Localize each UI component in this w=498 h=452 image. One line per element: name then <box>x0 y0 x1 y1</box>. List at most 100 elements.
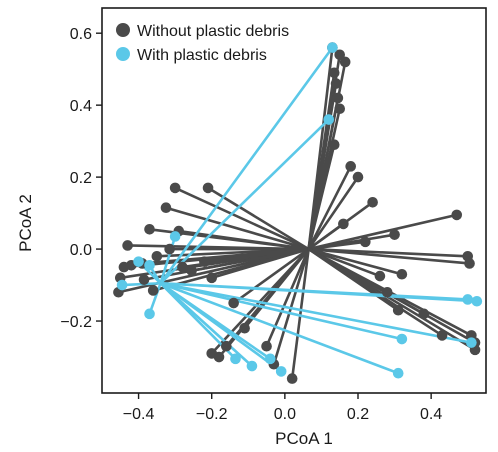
y-tick-label: 0.2 <box>70 170 92 187</box>
series-0-point <box>144 223 155 235</box>
series-0-point <box>339 56 351 68</box>
series-0-point <box>328 139 340 151</box>
series-0-point <box>261 340 272 352</box>
series-1-point <box>230 353 241 365</box>
plot-frame <box>101 7 487 394</box>
series-0-point <box>186 265 197 276</box>
legend: Without plastic debris With plastic debr… <box>116 23 289 64</box>
series-0-edge <box>232 247 310 305</box>
series-0-point <box>396 268 408 280</box>
legend-label-with: With plastic debris <box>137 47 267 64</box>
series-0-point <box>367 196 378 208</box>
series-0-point <box>328 67 340 79</box>
series-0-point <box>338 218 349 230</box>
y-axis-ticks: −0.2 0.0 0.2 0.4 0.6 <box>60 26 102 331</box>
series-1-point <box>264 353 276 365</box>
series-1-point <box>466 337 477 348</box>
series-0-point <box>334 49 346 61</box>
series-1-edge <box>159 281 254 368</box>
series-0-edge <box>206 186 310 251</box>
series-0-point <box>177 261 188 273</box>
series-0-edge <box>173 186 310 251</box>
series-0-point <box>199 256 210 267</box>
y-tick-label: 0.6 <box>70 26 92 43</box>
series-0-edge <box>177 229 310 251</box>
series-0-point <box>151 250 163 262</box>
series-0-point <box>360 236 371 248</box>
series-0-point <box>169 182 181 194</box>
series-1-edge <box>159 281 473 344</box>
series-0-edge <box>203 247 310 263</box>
series-1-point <box>471 295 483 307</box>
legend-marker-without <box>116 23 130 37</box>
series-1-point <box>169 231 181 242</box>
series-0-point <box>239 322 250 334</box>
series-0-point <box>334 103 346 115</box>
series-1-point <box>275 366 287 377</box>
series-1-point <box>144 259 155 271</box>
series-0-point <box>330 78 342 89</box>
y-tick-label: 0.0 <box>70 242 92 259</box>
series-0-point <box>345 161 356 172</box>
series-0-edge <box>307 165 352 251</box>
series-0-point <box>118 261 130 273</box>
series-1-edge <box>159 46 334 285</box>
series-0-point <box>286 373 298 384</box>
series-0-edge <box>307 247 471 265</box>
series-1-edge <box>159 281 283 373</box>
x-tick-label: 0.4 <box>420 406 442 423</box>
series-1-point <box>144 308 155 320</box>
series-0-point <box>122 240 133 251</box>
series-1-point <box>133 256 144 267</box>
series-0-point <box>464 258 475 269</box>
x-axis-ticks: −0.4 −0.2 0.0 0.2 0.4 <box>123 393 442 423</box>
series-1-edge <box>148 281 162 316</box>
series-0-point <box>451 209 463 221</box>
series-0-edge <box>307 143 336 251</box>
series-1-edge <box>159 118 331 285</box>
y-tick-label: −0.2 <box>60 314 92 331</box>
series-0-point <box>374 270 386 282</box>
series-0-point <box>221 340 232 352</box>
series-0-point <box>392 304 404 316</box>
data-points <box>113 42 483 384</box>
legend-marker-with <box>116 47 130 61</box>
series-0-edge <box>210 247 310 280</box>
series-0-point <box>164 243 175 255</box>
series-0-point <box>147 285 159 296</box>
series-0-edge <box>290 247 310 380</box>
series-1-point <box>323 114 335 125</box>
series-1-edge <box>159 281 400 375</box>
x-tick-label: 0.0 <box>274 406 296 423</box>
series-0-edge <box>307 213 459 251</box>
series-1-edge <box>159 235 177 285</box>
series-1-point <box>392 367 404 379</box>
series-0-point <box>381 286 393 298</box>
y-axis-title: PCoA 2 <box>16 194 35 252</box>
series-0-point <box>332 92 344 104</box>
x-tick-label: 0.2 <box>347 406 369 423</box>
series-0-point <box>160 202 172 213</box>
series-0-point <box>436 330 448 341</box>
x-axis-title: PCoA 1 <box>275 429 333 448</box>
series-0-point <box>213 351 225 363</box>
series-0-point <box>202 182 214 194</box>
series-0-point <box>352 171 364 183</box>
series-1-point <box>396 333 408 345</box>
series-0-point <box>228 297 239 309</box>
legend-label-without: Without plastic debris <box>137 23 289 40</box>
series-1-point <box>116 279 128 291</box>
series-0-edge <box>265 247 310 348</box>
series-0-point <box>206 272 218 284</box>
series-0-point <box>389 229 400 240</box>
series-0-edge <box>307 175 360 251</box>
centroid-edges <box>117 46 479 380</box>
series-0-edge <box>164 206 310 251</box>
x-tick-label: −0.4 <box>123 406 155 423</box>
series-1-edge <box>159 281 479 303</box>
series-0-edge <box>272 247 310 366</box>
series-1-point <box>462 294 474 305</box>
y-tick-label: 0.4 <box>70 98 92 115</box>
series-1-edge <box>159 281 404 341</box>
